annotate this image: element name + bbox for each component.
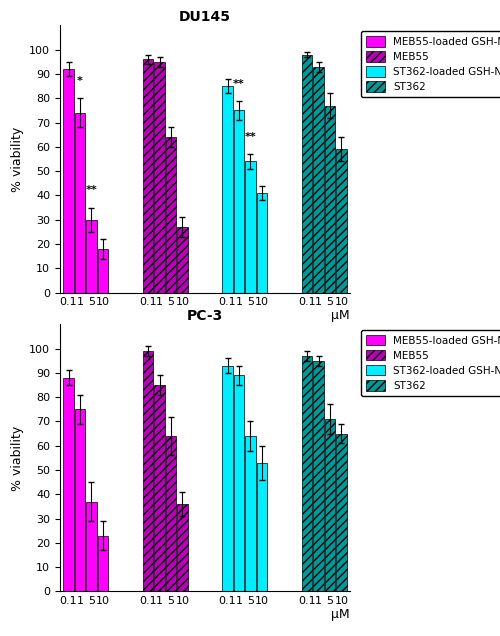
Bar	[234, 111, 244, 293]
Bar	[177, 504, 188, 591]
Bar	[63, 378, 74, 591]
Text: *: *	[77, 76, 83, 86]
Bar	[313, 67, 324, 293]
Bar	[324, 106, 336, 293]
Bar	[313, 361, 324, 591]
Text: **: **	[233, 79, 245, 88]
Bar	[154, 385, 165, 591]
Bar	[324, 419, 336, 591]
Bar	[142, 351, 154, 591]
Bar	[74, 113, 86, 293]
Bar	[245, 162, 256, 293]
Text: μM: μM	[332, 308, 350, 322]
Bar	[302, 55, 312, 293]
Y-axis label: % viability: % viability	[10, 425, 24, 490]
Legend: MEB55-loaded GSH-NS, MEB55, ST362-loaded GSH-NS, ST362: MEB55-loaded GSH-NS, MEB55, ST362-loaded…	[361, 31, 500, 97]
Bar	[177, 227, 188, 293]
Text: **: **	[86, 186, 98, 195]
Bar	[63, 69, 74, 293]
Bar	[154, 62, 165, 293]
Y-axis label: % viability: % viability	[10, 127, 24, 191]
Bar	[74, 410, 86, 591]
Bar	[86, 502, 97, 591]
Bar	[336, 434, 347, 591]
Bar	[98, 249, 108, 293]
Bar	[302, 356, 312, 591]
Legend: MEB55-loaded GSH-NS, MEB55, ST362-loaded GSH-NS, ST362: MEB55-loaded GSH-NS, MEB55, ST362-loaded…	[361, 329, 500, 396]
Bar	[166, 436, 176, 591]
Bar	[245, 436, 256, 591]
Bar	[222, 86, 233, 293]
Bar	[256, 463, 268, 591]
Title: DU145: DU145	[179, 10, 231, 24]
Bar	[98, 536, 108, 591]
Bar	[166, 137, 176, 293]
Bar	[142, 59, 154, 293]
Text: **: **	[244, 132, 256, 142]
Bar	[336, 149, 347, 293]
Title: PC-3: PC-3	[187, 309, 223, 323]
Bar	[222, 366, 233, 591]
Bar	[234, 375, 244, 591]
Bar	[86, 219, 97, 293]
Text: μM: μM	[332, 607, 350, 621]
Bar	[256, 193, 268, 293]
